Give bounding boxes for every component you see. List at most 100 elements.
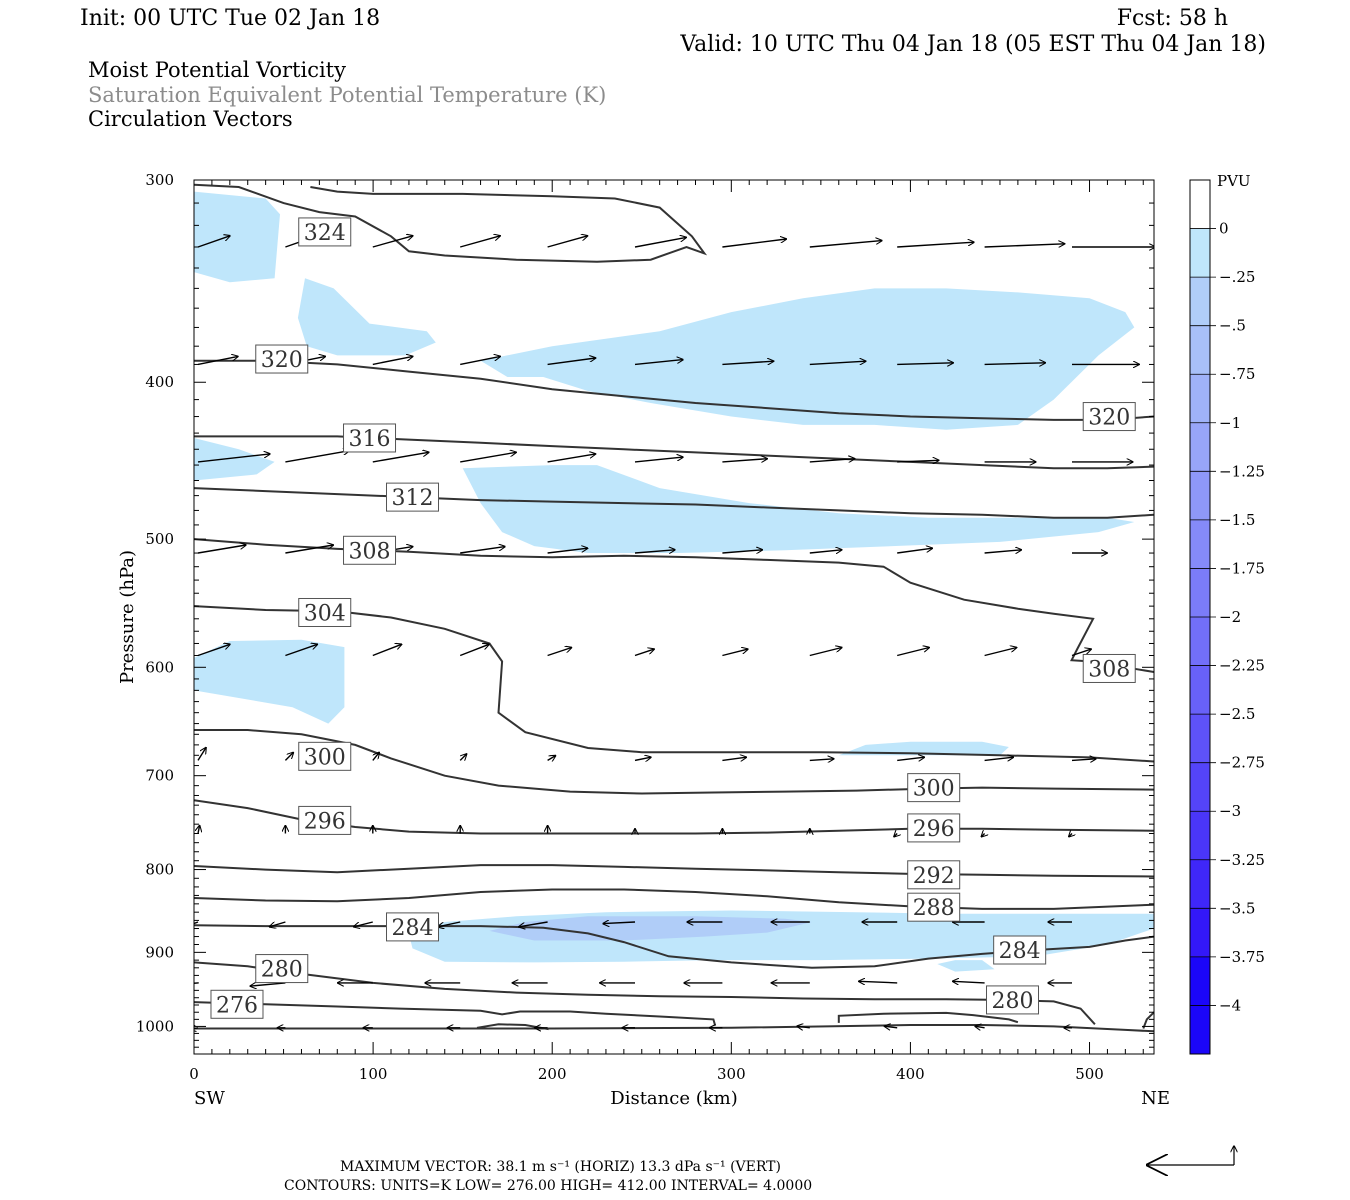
- circulation-vector: [197, 236, 230, 248]
- colorbar-label: −2.75: [1219, 754, 1265, 772]
- contour-label-box: [386, 482, 440, 512]
- contour-labels: 324 320 320 316 312 308 308 304 300 300 296 296 292 2…: [210, 217, 1136, 1019]
- circulation-vector: [884, 1026, 898, 1028]
- contour-label: 316: [349, 427, 391, 452]
- circulation-vector: [634, 457, 683, 463]
- contour-label-box: [343, 535, 397, 565]
- circulation-vector: [460, 547, 505, 554]
- x-end-label-left: SW: [194, 1088, 225, 1109]
- x-tick-label: 0: [189, 1065, 199, 1083]
- x-tick-label: 200: [538, 1065, 567, 1083]
- colorbar-label: −1: [1219, 414, 1241, 432]
- contour-label: 280: [261, 958, 303, 983]
- colorbar-label: −2.25: [1219, 657, 1265, 675]
- circulation-vector: [809, 759, 834, 761]
- pv-region: [194, 438, 275, 481]
- colorbar-label: −3: [1219, 802, 1241, 820]
- pv-shading: [194, 191, 1154, 972]
- circulation-vector: [722, 550, 762, 553]
- init-time: Init: 00 UTC Tue 02 Jan 18: [80, 6, 380, 31]
- contour-label: 300: [304, 745, 346, 770]
- x-axis-label: Distance (km): [610, 1088, 737, 1109]
- colorbar-label: −4: [1219, 996, 1241, 1014]
- contour-label: 284: [999, 939, 1041, 964]
- valid-time: Valid: 10 UTC Thu 04 Jan 18 (05 EST Thu …: [679, 32, 1266, 57]
- x-end-label-right: NE: [1141, 1088, 1170, 1109]
- circulation-vector: [250, 983, 286, 986]
- circulation-vector: [897, 548, 932, 554]
- circulation-vector: [197, 748, 206, 761]
- y-tick-label: 800: [145, 861, 174, 879]
- contour-label: 324: [304, 221, 346, 246]
- contour-label: 288: [913, 896, 955, 921]
- colorbar-label: −2: [1219, 608, 1241, 626]
- max-vector-info: MAXIMUM VECTOR: 38.1 m s⁻¹ (HORIZ) 13.3 …: [340, 1159, 781, 1175]
- theta-contour: [194, 1024, 1154, 1033]
- circulation-vector: [460, 452, 516, 463]
- contour-label-box: [1082, 402, 1136, 432]
- pv-region: [194, 191, 280, 283]
- circulation-vector: [859, 981, 898, 983]
- contour-label-box: [907, 813, 961, 843]
- circulation-vector: [894, 834, 897, 837]
- circulation-vector: [372, 752, 379, 761]
- circulation-vector: [285, 451, 349, 463]
- colorbar-segment: [1190, 568, 1210, 617]
- circulation-vector: [547, 548, 588, 554]
- colorbar-segment: [1190, 665, 1210, 715]
- circulation-vector: [197, 545, 246, 554]
- circulation-vector: [197, 644, 230, 657]
- colorbar-label: 0: [1219, 220, 1229, 238]
- y-tick-label: 700: [145, 767, 174, 785]
- circulation-vector: [197, 356, 238, 366]
- circulation-vector: [547, 756, 556, 761]
- colorbar-segment: [1190, 471, 1210, 520]
- circulation-vector: [372, 356, 413, 366]
- circulation-vector: [460, 754, 466, 760]
- circulation-vector: [372, 644, 402, 657]
- pv-region: [937, 960, 995, 972]
- reference-vector-icon: [1148, 1146, 1234, 1165]
- circulation-vector: [984, 757, 1014, 760]
- circulation-vector: [797, 1026, 810, 1028]
- y-tick-label: 400: [145, 373, 174, 391]
- circulation-vector: [372, 452, 429, 463]
- circulation-vectors: [194, 236, 1154, 1030]
- contour-label-box: [1082, 653, 1136, 683]
- contour-label-box: [907, 773, 961, 803]
- colorbar-segment: [1190, 714, 1210, 763]
- circulation-vector: [981, 834, 984, 837]
- pv-region: [489, 916, 812, 941]
- circulation-vector: [284, 752, 293, 761]
- circulation-vector: [603, 922, 636, 924]
- y-tick-label: 600: [145, 658, 174, 676]
- x-tick-label: 400: [896, 1065, 925, 1083]
- circulation-vector: [984, 363, 1046, 365]
- plot-area: 324 320 320 316 312 308 308 304 300 300 296 296 292 2…: [136, 171, 1155, 1083]
- contour-label: 296: [913, 817, 955, 842]
- circulation-vector: [722, 757, 746, 760]
- colorbar-frame: [1189, 179, 1211, 1055]
- circulation-vector: [897, 648, 929, 657]
- colorbar-label: −3.5: [1219, 899, 1255, 917]
- circulation-vector: [897, 757, 924, 760]
- contour-label-box: [986, 985, 1040, 1015]
- theta-contour: [1142, 1011, 1154, 1029]
- colorbar-label: −2.5: [1219, 705, 1255, 723]
- circulation-vector: [634, 360, 683, 366]
- circulation-vector: [897, 363, 953, 365]
- circulation-vector: [809, 459, 855, 462]
- pv-region: [194, 639, 345, 724]
- x-tick-label: 100: [359, 1065, 388, 1083]
- theta-contour: [194, 888, 1154, 910]
- contour-label: 304: [304, 601, 346, 626]
- colorbar-label: −.5: [1219, 317, 1246, 335]
- circulation-vector: [953, 981, 985, 983]
- theta-contour: [194, 487, 1154, 519]
- colorbar-segment: [1190, 325, 1210, 375]
- pv-colorbar: 0 −.25 −.5 −.75 −1 −1.25 −1.5 −1.75 −2 −2.25 −2.5 −…: [1189, 172, 1265, 1055]
- circulation-vector: [269, 921, 286, 927]
- colorbar-segment: [1190, 762, 1210, 812]
- colorbar-label: −1.5: [1219, 511, 1255, 529]
- y-tick-label: 500: [145, 530, 174, 548]
